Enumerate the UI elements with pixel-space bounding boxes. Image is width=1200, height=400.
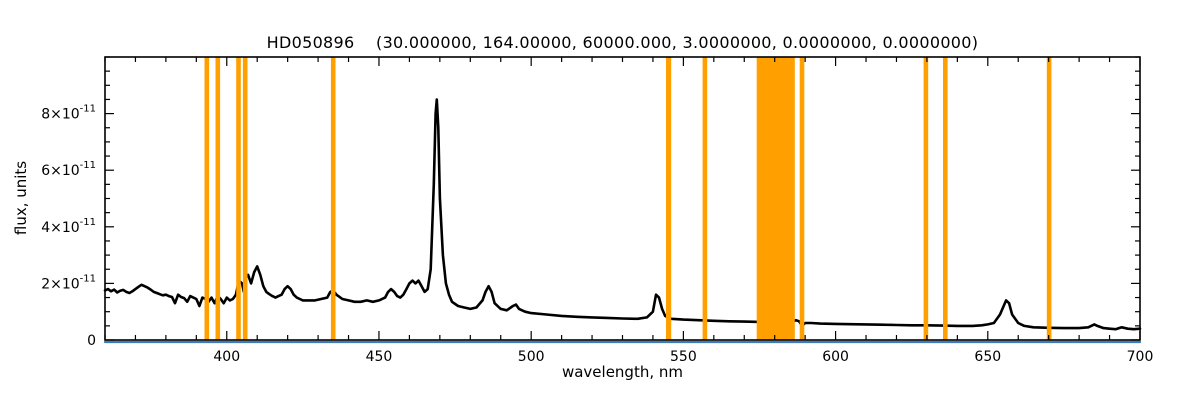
- x-tick-label: 400: [213, 349, 240, 365]
- spectrum-series: [103, 98, 1142, 331]
- mask-band: [943, 57, 948, 340]
- mask-band: [242, 57, 248, 340]
- y-tick-label: 2×10-11: [41, 273, 96, 292]
- mask-band: [204, 57, 210, 340]
- mask-band: [330, 57, 336, 340]
- plot-title: HD050896 (30.000000, 164.00000, 60000.00…: [266, 33, 979, 52]
- mask-bands-group: [204, 57, 1052, 340]
- x-tick-label: 700: [1127, 349, 1154, 365]
- x-tick-label: 550: [670, 349, 697, 365]
- x-tick-label: 450: [366, 349, 393, 365]
- mask-band: [702, 57, 708, 340]
- x-tick-label: 500: [518, 349, 545, 365]
- mask-band: [923, 57, 929, 340]
- y-tick-label: 4×10-11: [41, 217, 96, 236]
- mask-band: [236, 57, 241, 340]
- x-axis: 400 450 500 550 600 650 700: [104, 57, 1154, 365]
- mask-band: [666, 57, 672, 340]
- x-tick-label: 600: [822, 349, 849, 365]
- mask-band: [215, 57, 221, 340]
- mask-band: [1046, 57, 1052, 340]
- mask-band: [756, 57, 795, 340]
- y-tick-label: 0: [87, 333, 96, 349]
- x-tick-label: 650: [974, 349, 1001, 365]
- x-axis-label: wavelength, nm: [561, 363, 684, 381]
- y-tick-label: 6×10-11: [41, 160, 96, 179]
- y-tick-label: 8×10-11: [41, 104, 96, 123]
- plot-frame: [104, 56, 1141, 341]
- y-axis-label: flux, units: [12, 160, 30, 236]
- mask-band: [799, 57, 805, 340]
- y-axis: 0 2×10-11 4×10-11 6×10-11 8×10-11: [41, 56, 1140, 349]
